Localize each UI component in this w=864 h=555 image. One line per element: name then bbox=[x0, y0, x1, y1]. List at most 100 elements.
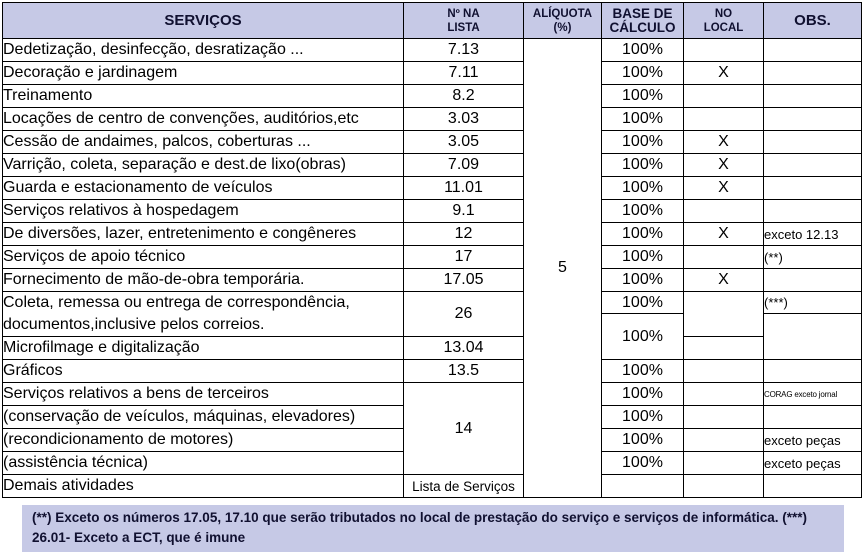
header-obs: OBS. bbox=[763, 2, 862, 39]
base-cell: 100% bbox=[601, 428, 684, 452]
servico-cell: Varrição, coleta, separação e dest.de li… bbox=[2, 153, 404, 177]
table-row: Serviços relativos a bens de terceiros 1… bbox=[2, 382, 862, 475]
table-row: Varrição, coleta, separação e dest.de li… bbox=[2, 153, 862, 177]
table-row: Serviços relativos à hospedagem 9.1 100% bbox=[2, 199, 862, 223]
table-row: Serviços de apoio técnico 17 100% (**) bbox=[2, 245, 862, 269]
lista-cell: 17 bbox=[403, 245, 524, 269]
lista-cell: 17.05 bbox=[403, 268, 524, 292]
servico-cell: Serviços relativos à hospedagem bbox=[2, 199, 404, 223]
servico-cell: Serviços de apoio técnico bbox=[2, 245, 404, 269]
coleta-line1: Coleta, remessa ou entrega de correspond… bbox=[3, 294, 350, 311]
lista-cell: 9.1 bbox=[403, 199, 524, 223]
obs-cell: exceto peças bbox=[763, 451, 862, 475]
header-lista-line2: LISTA bbox=[447, 21, 480, 34]
local-cell bbox=[683, 107, 764, 131]
local-cell bbox=[683, 405, 764, 429]
table-row: De diversões, lazer, entretenimento e co… bbox=[2, 222, 862, 246]
servico-cell: Serviços relativos a bens de terceiros bbox=[2, 382, 404, 406]
services-table: SERVIÇOS Nº NA LISTA ALÍQUOTA (%) BASE DE C… bbox=[2, 2, 862, 498]
header-lista: Nº NA LISTA bbox=[403, 2, 524, 39]
header-local-line1: NO bbox=[714, 7, 733, 20]
header-local-line2: LOCAL bbox=[703, 21, 744, 34]
lista-cell: 13.5 bbox=[403, 359, 524, 383]
servico-cell: Decoração e jardinagem bbox=[2, 61, 404, 85]
obs-cell bbox=[763, 359, 862, 383]
obs-cell bbox=[763, 38, 862, 62]
header-servicos: SERVIÇOS bbox=[2, 2, 404, 39]
servico-cell: Guarda e estacionamento de veículos bbox=[2, 176, 404, 200]
servico-cell-coleta: Coleta, remessa ou entrega de correspond… bbox=[2, 291, 404, 337]
servico-cell: (conservação de veículos, máquinas, elev… bbox=[2, 405, 404, 429]
lista-cell: 8.2 bbox=[403, 84, 524, 108]
obs-cell bbox=[763, 130, 862, 154]
header-row: SERVIÇOS Nº NA LISTA ALÍQUOTA (%) BASE DE C… bbox=[2, 2, 862, 39]
obs-cell bbox=[763, 107, 862, 131]
base-cell: 100% bbox=[601, 245, 684, 269]
lista-cell: 7.09 bbox=[403, 153, 524, 177]
obs-cell: exceto peças bbox=[763, 428, 862, 452]
base-cell: 100% bbox=[601, 107, 684, 131]
local-cell bbox=[683, 382, 764, 406]
header-base-line1: BASE DE bbox=[612, 5, 673, 21]
table-row: Locações de centro de convenções, auditó… bbox=[2, 107, 862, 131]
servico-cell: Dedetização, desinfecção, desratização .… bbox=[2, 38, 404, 62]
aliquota-cell: 5 bbox=[523, 38, 602, 498]
base-cell: 100% bbox=[601, 84, 684, 108]
local-cell: X bbox=[683, 61, 764, 85]
header-aliquota: ALÍQUOTA (%) bbox=[523, 2, 602, 39]
obs-cell: (***) bbox=[763, 291, 862, 314]
lista-cell: 26 bbox=[403, 291, 524, 337]
local-cell bbox=[683, 38, 764, 62]
lista-cell: Lista de Serviços bbox=[403, 474, 524, 498]
base-cell: 100% bbox=[601, 199, 684, 223]
obs-cell: (**) bbox=[763, 245, 862, 269]
lista-cell: 12 bbox=[403, 222, 524, 246]
obs-cell bbox=[763, 405, 862, 429]
servico-cell: Microfilmage e digitalização bbox=[2, 336, 404, 360]
obs-cell bbox=[763, 176, 862, 200]
obs-cell bbox=[763, 268, 862, 292]
lista-cell: 3.03 bbox=[403, 107, 524, 131]
lista-cell: 7.11 bbox=[403, 61, 524, 85]
local-cell bbox=[683, 245, 764, 269]
lista-cell: 13.04 bbox=[403, 336, 524, 360]
servico-cell: (recondicionamento de motores) bbox=[2, 428, 404, 452]
header-base: BASE DE CÁLCULO bbox=[601, 2, 684, 39]
base-cell bbox=[601, 474, 684, 498]
header-base-line2: CÁLCULO bbox=[609, 19, 676, 35]
base-cell: 100% bbox=[601, 382, 684, 406]
servico-cell: Demais atividades bbox=[2, 474, 404, 498]
table-row: Decoração e jardinagem 7.11 100% X bbox=[2, 61, 862, 85]
base-cell: 100% bbox=[601, 359, 684, 383]
local-cell: X bbox=[683, 130, 764, 154]
servico-cell: Locações de centro de convenções, auditó… bbox=[2, 107, 404, 131]
table-row: Guarda e estacionamento de veículos 11.0… bbox=[2, 176, 862, 200]
table-row: Treinamento 8.2 100% bbox=[2, 84, 862, 108]
local-cell bbox=[683, 199, 764, 223]
base-cell: 100% bbox=[601, 130, 684, 154]
obs-cell bbox=[763, 153, 862, 177]
base-cell: 100% bbox=[601, 405, 684, 429]
servico-cell: Fornecimento de mão-de-obra temporária. bbox=[2, 268, 404, 292]
header-local: NO LOCAL bbox=[683, 2, 764, 39]
obs-cell: exceto 12.13 bbox=[763, 222, 862, 246]
local-cell: X bbox=[683, 222, 764, 246]
base-cell: 100% bbox=[601, 176, 684, 200]
lista-cell: 11.01 bbox=[403, 176, 524, 200]
table-row: Gráficos 13.5 100% bbox=[2, 359, 862, 383]
local-cell bbox=[683, 336, 764, 360]
table-row: 100% bbox=[3, 313, 862, 360]
local-cell bbox=[683, 291, 764, 337]
servico-cell: De diversões, lazer, entretenimento e co… bbox=[2, 222, 404, 246]
base-cell: 100% bbox=[601, 313, 684, 360]
obs-cell bbox=[763, 61, 862, 85]
obs-cell: CORAG exceto jornal bbox=[763, 382, 862, 406]
lista-cell: 14 bbox=[403, 382, 524, 475]
base-cell: 100% bbox=[601, 38, 684, 62]
servico-cell: Treinamento bbox=[2, 84, 404, 108]
table-row: Microfilmage e digitalização 13.04 bbox=[2, 336, 862, 360]
base-cell: 100% bbox=[601, 291, 684, 314]
table-row: Dedetização, desinfecção, desratização .… bbox=[2, 38, 862, 498]
header-aliquota-line1: ALÍQUOTA bbox=[532, 7, 593, 20]
local-cell: X bbox=[683, 153, 764, 177]
